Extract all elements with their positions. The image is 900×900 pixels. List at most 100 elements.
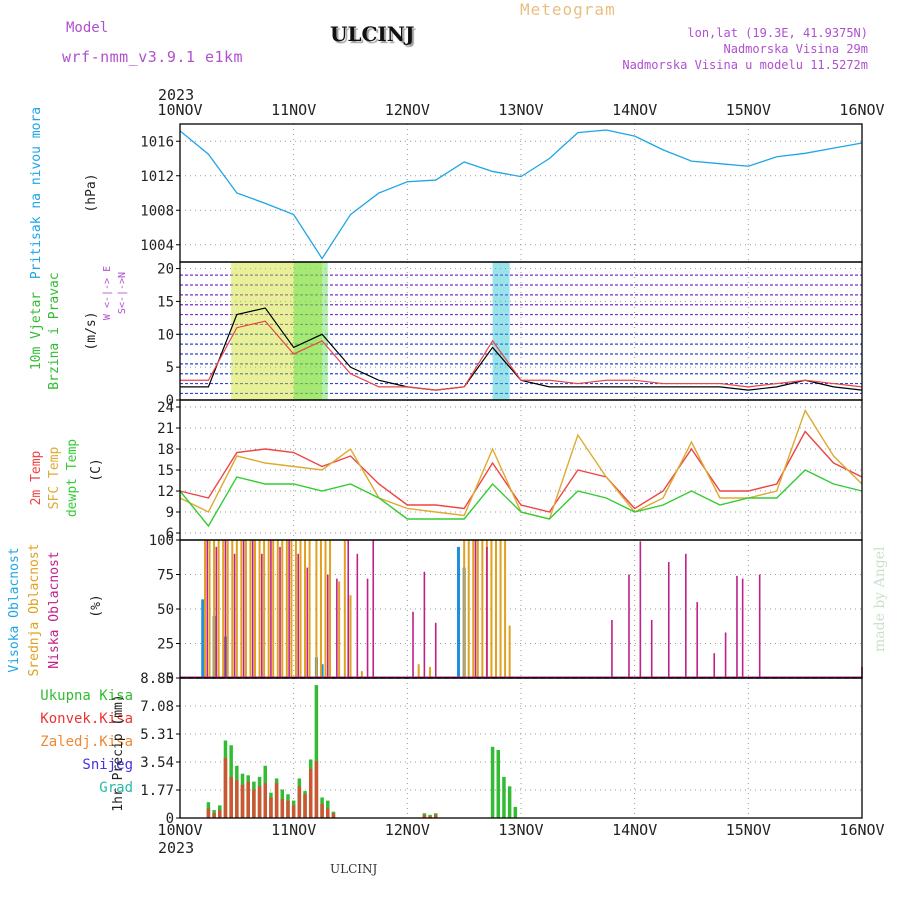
y-tick-label: 7.08 xyxy=(140,699,174,715)
cloud-bar-1 xyxy=(235,540,238,678)
precip-bar-0 xyxy=(513,806,518,818)
cloud-bar-1 xyxy=(476,540,479,678)
year-label-top: 2023 xyxy=(158,86,194,104)
y-tick-label: 25 xyxy=(157,637,174,653)
cloud-label-low: Niska Oblacnost xyxy=(47,551,62,668)
precip-bar-1 xyxy=(269,797,273,818)
cloud-bar-2 xyxy=(297,553,300,678)
y-tick-label: 24 xyxy=(157,400,174,416)
temp-label-dewpt: dewpt Temp xyxy=(65,439,80,517)
cloud-bar-1 xyxy=(429,666,432,678)
cloud-bar-1 xyxy=(329,540,332,678)
y-tick-label: 5.31 xyxy=(140,727,174,743)
model-name: wrf-nmm_v3.9.1 e1km xyxy=(62,48,244,66)
precip-bar-1 xyxy=(229,776,233,818)
y-tick-label: 0 xyxy=(166,811,174,827)
cloud-bar-1 xyxy=(319,540,322,678)
cloud-bar-2 xyxy=(306,567,309,678)
cloud-label-high: Visoka Oblacnost xyxy=(7,547,22,672)
y-tick-label: 1.77 xyxy=(140,783,174,799)
x-tick-label-bottom: 10NOV xyxy=(157,821,202,839)
cloud-bar-1 xyxy=(499,540,502,678)
y-tick-label: 50 xyxy=(157,602,174,618)
cloud-bar-2 xyxy=(474,540,477,678)
y-tick-label: 12 xyxy=(157,484,174,500)
cloud-bar-2 xyxy=(696,602,698,678)
footer-station: ULCINJ xyxy=(330,862,378,876)
cloud-unit-label: (%) xyxy=(89,594,104,617)
cloud-bar-1 xyxy=(267,540,270,678)
cloud-bar-1 xyxy=(213,540,216,678)
model-label: Model xyxy=(66,20,109,36)
cloud-bar-1 xyxy=(231,540,234,678)
cloud-bar-2 xyxy=(233,553,236,678)
cloud-bar-1 xyxy=(463,540,466,678)
cloud-bar-1 xyxy=(290,540,293,678)
cloud-bar-1 xyxy=(472,540,475,678)
wind-barb-cluster xyxy=(231,262,323,400)
y-tick-label: 20 xyxy=(157,262,174,278)
precip-bar-0 xyxy=(490,746,495,818)
precip-bar-0 xyxy=(314,685,319,818)
cloud-bar-2 xyxy=(685,553,687,678)
cloud-bar-1 xyxy=(272,540,275,678)
precip-bar-0 xyxy=(507,786,512,818)
cloud-bar-1 xyxy=(360,671,363,678)
cloud-bar-1 xyxy=(494,540,497,678)
precip-legend-0: Ukupna Kisa xyxy=(40,688,133,704)
cloud-bar-1 xyxy=(254,540,257,678)
cloud-bar-2 xyxy=(486,546,488,678)
x-tick-label-bottom: 12NOV xyxy=(385,821,430,839)
cloud-bar-1 xyxy=(222,540,225,678)
cloud-bar-2 xyxy=(639,541,642,678)
y-tick-label: 100 xyxy=(149,533,174,549)
precip-bar-1 xyxy=(274,783,279,818)
x-tick-label-bottom: 13NOV xyxy=(498,821,543,839)
precip-unit-label: 1hr Precip (mm) xyxy=(111,694,126,811)
cloud-bar-1 xyxy=(294,540,297,678)
y-tick-label: 1008 xyxy=(140,203,174,219)
temp-line-0 xyxy=(179,430,863,513)
wind-axis-label-2: Brzina i Pravac xyxy=(47,272,62,389)
cloud-bar-2 xyxy=(713,653,716,678)
cloud-bar-2 xyxy=(611,620,613,678)
cloud-bar-1 xyxy=(249,540,252,678)
cloud-bar-1 xyxy=(324,540,327,678)
cloud-bar-1 xyxy=(417,664,420,678)
cloud-bar-1 xyxy=(308,540,311,678)
cloud-bar-0 xyxy=(201,599,205,678)
model-altitude-text: Nadmorska Visina u modelu 11.5272m xyxy=(622,58,868,72)
y-tick-label: 75 xyxy=(157,568,174,584)
x-tick-label-top: 10NOV xyxy=(157,101,202,119)
cloud-bar-2 xyxy=(372,540,375,678)
y-tick-label: 6 xyxy=(166,526,174,542)
cloud-bar-2 xyxy=(261,553,263,678)
precip-bar-1 xyxy=(235,780,239,818)
temp-unit-label: (C) xyxy=(89,458,104,481)
temp-line-2 xyxy=(179,469,863,528)
cloud-bar-2 xyxy=(279,546,281,678)
cloud-bar-2 xyxy=(206,540,209,678)
y-tick-label: 0 xyxy=(166,671,174,687)
cloud-bar-1 xyxy=(338,581,341,678)
precip-bar-1 xyxy=(206,808,211,818)
precip-bar-1 xyxy=(280,799,285,818)
x-tick-label-top: 12NOV xyxy=(385,101,430,119)
cloud-bar-1 xyxy=(343,540,346,678)
pressure-axis-label: Pritisak na nivou mora xyxy=(29,107,44,279)
cloud-bar-1 xyxy=(281,540,284,678)
temp-line-1 xyxy=(179,408,863,520)
cloud-bar-2 xyxy=(356,553,359,678)
y-tick-label: 8.85 xyxy=(140,671,174,687)
precip-bar-0 xyxy=(496,749,501,818)
cloud-bar-1 xyxy=(276,540,279,678)
precip-bar-1 xyxy=(422,814,427,818)
cloud-bar-2 xyxy=(242,540,245,678)
cloud-bar-1 xyxy=(467,540,470,678)
precip-bar-1 xyxy=(218,810,222,818)
precip-bar-1 xyxy=(257,786,262,818)
cloud-bar-2 xyxy=(347,540,350,678)
precip-bar-1 xyxy=(314,761,319,818)
precip-bar-0 xyxy=(502,776,506,818)
cloud-bar-2 xyxy=(224,540,227,678)
